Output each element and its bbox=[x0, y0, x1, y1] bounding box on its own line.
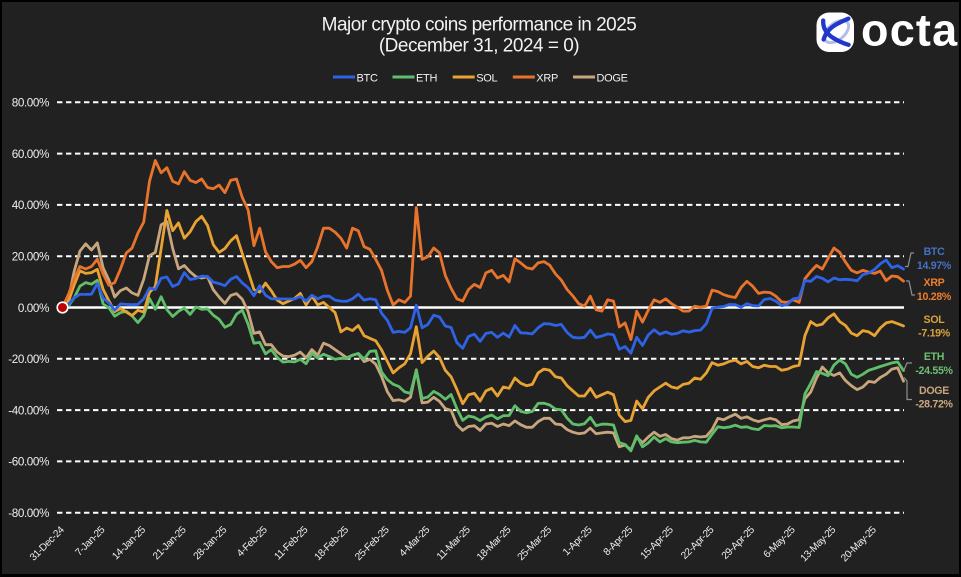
svg-text:0.00%: 0.00% bbox=[18, 302, 49, 315]
svg-text:-80.00%: -80.00% bbox=[8, 507, 49, 520]
svg-text:SOL: SOL bbox=[924, 314, 946, 326]
svg-text:14.97%: 14.97% bbox=[917, 260, 952, 272]
svg-text:XRP: XRP bbox=[536, 73, 558, 85]
svg-text:-7.19%: -7.19% bbox=[918, 328, 951, 340]
svg-text:-40.00%: -40.00% bbox=[8, 404, 49, 417]
svg-text:ETH: ETH bbox=[924, 351, 944, 363]
svg-text:ETH: ETH bbox=[416, 73, 437, 85]
svg-text:BTC: BTC bbox=[924, 246, 946, 258]
svg-text:-60.00%: -60.00% bbox=[8, 456, 49, 469]
svg-text:XRP: XRP bbox=[924, 277, 945, 289]
svg-text:40.00%: 40.00% bbox=[12, 199, 49, 212]
svg-text:60.00%: 60.00% bbox=[12, 148, 49, 161]
svg-text:-28.72%: -28.72% bbox=[915, 399, 953, 411]
svg-text:10.28%: 10.28% bbox=[917, 291, 952, 303]
svg-text:20.00%: 20.00% bbox=[12, 251, 49, 264]
svg-text:SOL: SOL bbox=[476, 73, 497, 85]
svg-text:(December 31, 2024 = 0): (December 31, 2024 = 0) bbox=[379, 36, 579, 57]
svg-text:Major crypto coins performance: Major crypto coins performance in 2025 bbox=[322, 15, 637, 36]
svg-text:octa: octa bbox=[861, 5, 958, 56]
svg-text:DOGE: DOGE bbox=[919, 385, 949, 397]
svg-text:-24.55%: -24.55% bbox=[915, 365, 953, 377]
svg-text:DOGE: DOGE bbox=[597, 73, 628, 85]
svg-text:BTC: BTC bbox=[357, 73, 378, 85]
svg-text:80.00%: 80.00% bbox=[12, 97, 49, 110]
svg-text:-20.00%: -20.00% bbox=[8, 353, 49, 366]
